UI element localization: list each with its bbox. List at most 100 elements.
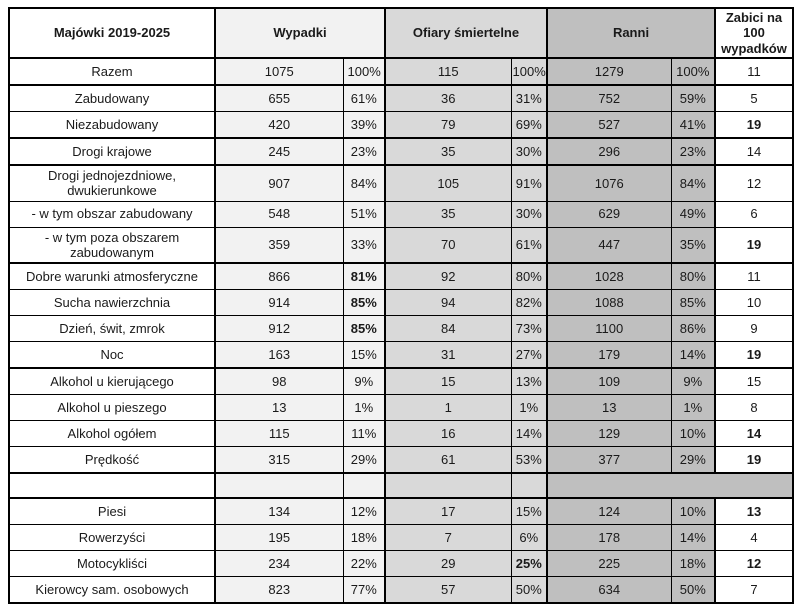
cell-ofiary-count: 79 (384, 111, 511, 138)
row-label: Alkohol u kierującego (9, 367, 215, 395)
cell-wypadki-count: 359 (214, 226, 343, 264)
cell-wypadki-percent: 1% (342, 394, 385, 421)
cell-ofiary-count: 16 (384, 420, 511, 447)
cell-wypadki-percent: 15% (342, 341, 385, 369)
row-label: Zabudowany (9, 84, 215, 112)
row-label: Dzień, świt, zmrok (9, 315, 215, 342)
cell-ranni-percent: 41% (670, 111, 715, 138)
cell-wypadki-count: 548 (214, 200, 343, 228)
header-row: Majówki 2019-2025 Wypadki Ofiary śmierte… (9, 8, 793, 59)
cell-ranni-count: 124 (546, 497, 671, 525)
row-label: Razem (9, 57, 215, 85)
cell-wypadki-percent: 100% (342, 57, 385, 85)
cell-zabici-na-100: 12 (714, 163, 793, 202)
cell-wypadki-percent: 23% (342, 137, 385, 165)
row-label (9, 472, 215, 499)
cell-ranni-count: 225 (546, 550, 671, 577)
cell-wypadki-percent: 51% (342, 200, 385, 228)
cell-ofiary-percent: 30% (510, 137, 547, 165)
cell-wypadki-count: 420 (214, 111, 343, 138)
cell-wypadki-percent: 12% (342, 497, 385, 525)
table-row: Piesi 134 12% 17 15% 124 10% 13 (9, 497, 793, 525)
cell-ofiary-percent: 30% (510, 200, 547, 228)
table-row: Alkohol u pieszego 13 1% 1 1% 13 1% 8 (9, 394, 793, 421)
cell-wypadki-count: 13 (214, 394, 343, 421)
row-label: Piesi (9, 497, 215, 525)
cell-ofiary-percent: 82% (510, 289, 547, 316)
spacer-row (9, 472, 793, 499)
cell-ofiary-percent: 100% (510, 57, 547, 85)
cell-wypadki-percent: 33% (342, 226, 385, 264)
cell-zabici-na-100: 6 (714, 200, 793, 228)
cell-ofiary-count: 57 (384, 576, 511, 604)
cell-zabici-na-100: 19 (714, 446, 793, 474)
cell-ofiary-count: 105 (384, 163, 511, 202)
cell-ofiary-percent: 1% (510, 394, 547, 421)
row-label: Noc (9, 341, 215, 369)
cell-ofiary-percent: 15% (510, 497, 547, 525)
row-label: - w tym obszar zabudowany (9, 200, 215, 228)
cell-ranni-percent: 1% (670, 394, 715, 421)
cell-ofiary-count: 17 (384, 497, 511, 525)
cell-ofiary-count: 94 (384, 289, 511, 316)
cell-ofiary-percent: 27% (510, 341, 547, 369)
cell-zabici-na-100: 8 (714, 394, 793, 421)
table-row: Prędkość 315 29% 61 53% 377 29% 19 (9, 446, 793, 474)
table-row: - w tym obszar zabudowany 548 51% 35 30% 629 4… (9, 200, 793, 228)
row-label: Niezabudowany (9, 111, 215, 138)
cell-wypadki-percent: 85% (342, 289, 385, 316)
cell-ranni-percent: 49% (670, 200, 715, 228)
cell-ofiary-percent: 14% (510, 420, 547, 447)
cell-ofiary-count: 15 (384, 367, 511, 395)
table-row: Razem 1075 100% 115 100% 1279 100% 11 (9, 57, 793, 85)
table-row: Niezabudowany 420 39% 79 69% 527 41% 19 (9, 111, 793, 138)
cell-ofiary-percent: 31% (510, 84, 547, 112)
col-header-ranni: Ranni (546, 8, 715, 59)
cell-ranni-count: 1028 (546, 262, 671, 290)
cell-ranni-count: 629 (546, 200, 671, 228)
cell-wypadki-count: 98 (214, 367, 343, 395)
cell-wypadki-percent: 61% (342, 84, 385, 112)
cell-ranni-percent: 10% (670, 420, 715, 447)
cell-wypadki-count: 163 (214, 341, 343, 369)
cell-ranni-percent: 85% (670, 289, 715, 316)
cell-wypadki-count: 914 (214, 289, 343, 316)
cell-zabici-na-100: 14 (714, 137, 793, 165)
cell-ofiary-count: 84 (384, 315, 511, 342)
cell-wypadki-percent: 29% (342, 446, 385, 474)
table-row: Drogi krajowe 245 23% 35 30% 296 23% 14 (9, 137, 793, 165)
cell-zabici-na-100: 14 (714, 420, 793, 447)
cell-ofiary-count: 61 (384, 446, 511, 474)
cell-ranni-percent: 10% (670, 497, 715, 525)
cell-zabici-na-100: 19 (714, 111, 793, 138)
table-row: Noc 163 15% 31 27% 179 14% 19 (9, 341, 793, 369)
cell-ranni-count: 752 (546, 84, 671, 112)
cell-ranni-percent: 86% (670, 315, 715, 342)
cell-ranni-count: 179 (546, 341, 671, 369)
cell-ranni-percent (671, 472, 715, 499)
cell-ranni-percent: 18% (670, 550, 715, 577)
row-label: Alkohol ogółem (9, 420, 215, 447)
cell-wypadki-percent: 22% (342, 550, 385, 577)
cell-wypadki-count: 115 (214, 420, 343, 447)
col-header-zabici-na-100-wypadkow: Zabici na 100 wypadków (714, 8, 793, 59)
table-row: Dzień, świt, zmrok 912 85% 84 73% 1100 86% 9 (9, 315, 793, 342)
cell-ranni-count: 1100 (546, 315, 671, 342)
cell-zabici-na-100: 13 (714, 497, 793, 525)
cell-wypadki-count: 655 (214, 84, 343, 112)
row-label: Motocykliści (9, 550, 215, 577)
cell-ofiary-count: 35 (384, 137, 511, 165)
cell-ofiary-count: 31 (384, 341, 511, 369)
page: Majówki 2019-2025 Wypadki Ofiary śmierte… (8, 7, 794, 604)
row-label: - w tym poza obszarem zabudowanym (9, 226, 215, 264)
cell-wypadki-count: 907 (214, 163, 343, 202)
cell-zabici-na-100: 9 (714, 315, 793, 342)
cell-wypadki-percent: 11% (342, 420, 385, 447)
cell-wypadki-count: 134 (214, 497, 343, 525)
cell-ranni-percent: 35% (670, 226, 715, 264)
cell-ranni-percent: 9% (670, 367, 715, 395)
cell-wypadki-count: 234 (214, 550, 343, 577)
cell-ofiary-count: 70 (384, 226, 511, 264)
col-header-wypadki: Wypadki (214, 8, 385, 59)
cell-ofiary-percent: 80% (510, 262, 547, 290)
